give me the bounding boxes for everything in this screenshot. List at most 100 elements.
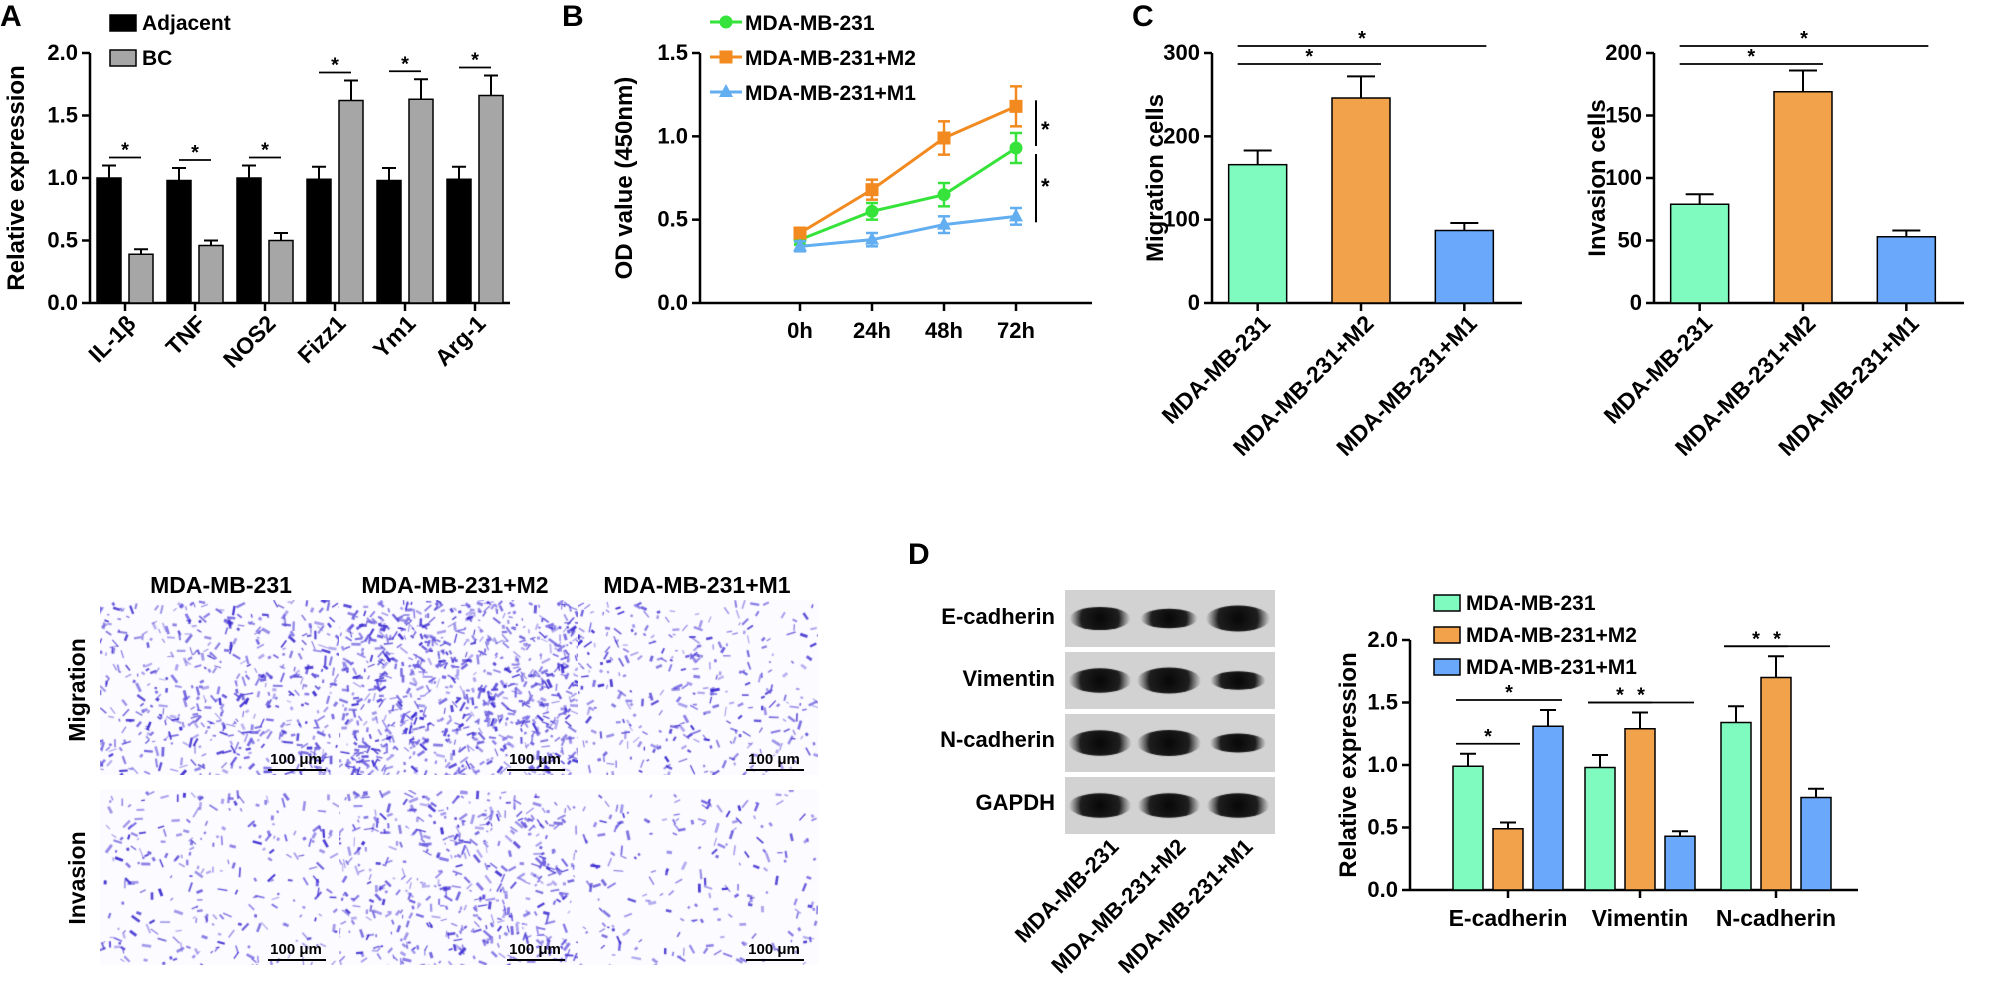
chart-b: 0.0 0.5 1.0 1.5 OD value (450nm) 0h 24h 48h 72h M… — [611, 12, 1092, 343]
bar — [1452, 765, 1484, 891]
legend-swatch — [109, 49, 137, 67]
data-point — [793, 226, 807, 240]
y-tick-label: 0.0 — [47, 290, 78, 315]
y-tick-label: 0.5 — [657, 207, 688, 232]
y-tick-label: 1.0 — [1367, 752, 1398, 777]
bar — [1492, 828, 1524, 891]
y-tick-label: 1.5 — [47, 103, 78, 128]
y-tick-label: 0 — [1630, 290, 1642, 315]
legend-label: MDA-MB-231+M1 — [1466, 656, 1637, 679]
blot-label-gapdh: GAPDH — [976, 790, 1055, 815]
y-tick-label: 200 — [1163, 123, 1200, 148]
legend-label: MDA-MB-231 — [745, 12, 875, 35]
significance-star: * — [401, 53, 409, 75]
bar — [268, 239, 294, 304]
bar — [1800, 796, 1832, 891]
y-axis-label: Relative expression — [1335, 652, 1362, 877]
data-point — [865, 204, 879, 218]
photo-invasion-mda — [100, 790, 340, 965]
photo-col-label-1: MDA-MB-231 — [150, 572, 292, 598]
bar — [446, 178, 472, 304]
data-point — [1009, 99, 1023, 113]
bar — [236, 177, 262, 304]
significance-star: * — [1484, 726, 1492, 748]
series-line — [799, 104, 1017, 235]
photo-col-label-2: MDA-MB-231+M2 — [361, 572, 548, 598]
x-tick-label: Ym1 — [368, 310, 421, 363]
data-point — [865, 231, 879, 245]
y-tick-label: 1.0 — [47, 165, 78, 190]
significance-star: * — [1505, 682, 1513, 704]
y-tick-label: 300 — [1163, 40, 1200, 65]
significance-star: * — [1752, 628, 1760, 650]
bar — [96, 177, 122, 304]
legend-swatch — [1433, 658, 1461, 676]
data-point — [937, 188, 951, 202]
significance-star: * — [471, 50, 479, 72]
bar — [1624, 728, 1656, 891]
bar — [408, 98, 434, 304]
legend-label: Adjacent — [142, 12, 231, 35]
photo-migration-m2 — [339, 600, 579, 775]
significance-star: * — [1358, 28, 1366, 50]
y-tick-label: 2.0 — [47, 40, 78, 65]
x-tick-label: Fizz1 — [292, 310, 350, 368]
blot-strip-n-cadherin — [1065, 714, 1275, 772]
legend-label: MDA-MB-231+M1 — [745, 82, 916, 105]
series-line — [799, 146, 1017, 242]
blot-strip-gapdh — [1065, 777, 1275, 834]
x-tick-label: MDA-MB-231 — [1157, 310, 1276, 429]
bar — [1760, 676, 1792, 891]
legend-marker — [719, 84, 733, 97]
data-point — [937, 216, 951, 230]
photo-invasion-m1 — [578, 790, 818, 965]
significance-star: * — [1747, 46, 1755, 68]
legend-marker — [719, 50, 733, 64]
legend-swatch — [1433, 626, 1461, 644]
bar — [1434, 229, 1495, 304]
panel-letter-c: C — [1132, 0, 1154, 33]
x-tick-label: MDA-MB-231 — [1599, 310, 1718, 429]
x-tick-label: Arg-1 — [430, 310, 491, 371]
data-point — [937, 131, 951, 145]
significance-star: * — [191, 142, 199, 164]
blot-label-n-cadherin: N-cadherin — [940, 727, 1055, 752]
significance-star: * — [1616, 685, 1624, 707]
blot-strip-vimentin — [1065, 652, 1275, 709]
panel-letter-a: A — [0, 0, 22, 33]
x-tick-label: TNF — [161, 310, 211, 360]
significance-star: * — [261, 140, 269, 162]
y-tick-label: 0.5 — [47, 228, 78, 253]
photo-row-label-migration: Migration — [64, 638, 90, 742]
significance-star: * — [1041, 174, 1050, 199]
y-tick-label: 2.0 — [1367, 627, 1398, 652]
panel-letter-d: D — [908, 538, 930, 571]
bar — [376, 179, 402, 304]
y-tick-label: 0.0 — [657, 290, 688, 315]
bar — [1331, 97, 1391, 304]
significance-star: * — [1637, 685, 1645, 707]
bar — [1876, 236, 1937, 304]
y-axis-label: OD value (450nm) — [611, 77, 638, 280]
y-axis-label: Invasion cells — [1584, 99, 1611, 256]
blot-strip-e-cadherin — [1065, 590, 1275, 647]
bar — [1669, 203, 1730, 304]
y-axis-label: Migration cells — [1142, 94, 1169, 262]
x-tick-label: IL-1β — [83, 310, 140, 367]
significance-star: * — [331, 55, 339, 77]
photo-migration-mda — [100, 600, 340, 775]
significance-star: * — [1041, 117, 1050, 142]
x-tick-label: Vimentin — [1592, 905, 1689, 931]
bar — [1664, 835, 1696, 891]
significance-star: * — [1773, 628, 1781, 650]
series-line — [799, 214, 1017, 248]
y-tick-label: 0.5 — [1367, 815, 1398, 840]
x-tick-label: 48h — [925, 318, 963, 343]
blot-label-e-cadherin: E-cadherin — [941, 604, 1055, 629]
photo-row-label-invasion: Invasion — [64, 831, 90, 924]
y-tick-label: 1.5 — [1367, 690, 1398, 715]
bar — [166, 179, 192, 304]
photo-migration-m1 — [578, 600, 818, 775]
